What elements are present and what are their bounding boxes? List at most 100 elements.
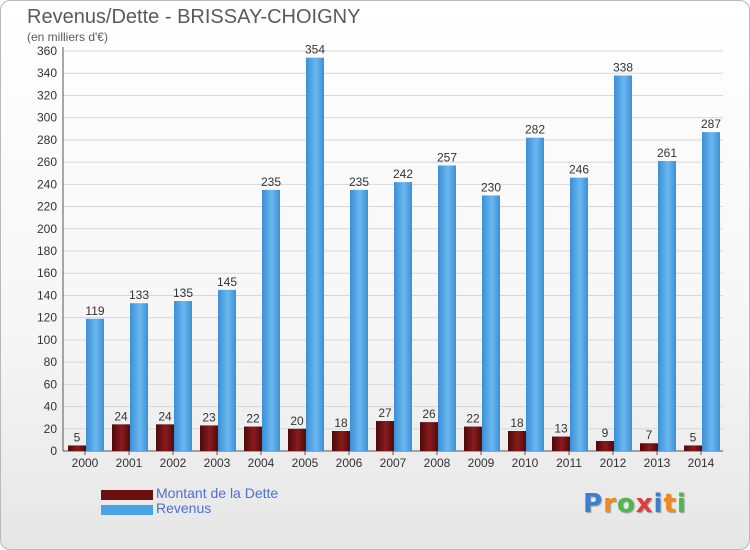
data-label-revenue-2009: 230 (481, 180, 501, 194)
logo-letter: P (583, 489, 604, 519)
bar-debt-2014 (684, 445, 702, 451)
bar-debt-2006 (332, 431, 350, 451)
bar-revenue-2012 (614, 75, 632, 451)
bar-debt-2003 (200, 425, 218, 451)
data-label-debt-2006: 18 (334, 416, 348, 430)
legend-label-debt: Montant de la Dette (156, 485, 279, 501)
data-label-debt-2012: 9 (602, 426, 609, 440)
logo-letter: i (653, 489, 664, 519)
y-tick-label: 360 (37, 44, 57, 58)
bar-revenue-2000 (86, 318, 104, 451)
y-tick-label: 80 (44, 355, 58, 369)
x-tick-label: 2009 (468, 456, 495, 470)
data-label-revenue-2010: 282 (525, 123, 545, 137)
x-tick-label: 2003 (204, 456, 231, 470)
bar-revenue-2014 (702, 132, 720, 451)
data-label-debt-2002: 24 (158, 409, 172, 423)
bar-debt-2005 (288, 428, 306, 451)
y-tick-label: 240 (37, 177, 57, 191)
data-label-revenue-2005: 354 (305, 43, 325, 57)
x-tick-label: 2004 (248, 456, 275, 470)
x-tick-label: 2006 (336, 456, 363, 470)
data-label-debt-2014: 5 (690, 430, 697, 444)
x-tick-label: 2000 (72, 456, 99, 470)
bar-revenue-2009 (482, 195, 500, 451)
data-label-debt-2007: 27 (378, 406, 392, 420)
x-tick-label: 2013 (644, 456, 671, 470)
data-label-debt-2013: 7 (646, 428, 653, 442)
bar-revenue-2010 (526, 137, 544, 451)
legend-swatch-debt (101, 490, 153, 500)
data-label-revenue-2008: 257 (437, 150, 457, 164)
data-label-debt-2008: 26 (422, 407, 436, 421)
y-tick-label: 0 (50, 444, 57, 458)
bar-debt-2000 (68, 445, 86, 451)
y-tick-label: 40 (44, 400, 58, 414)
bar-debt-2012 (596, 441, 614, 451)
data-label-revenue-2000: 119 (85, 304, 104, 318)
bar-revenue-2007 (394, 182, 412, 451)
x-tick-label: 2011 (556, 456, 582, 470)
bar-revenue-2008 (438, 165, 456, 451)
data-label-debt-2010: 18 (510, 416, 524, 430)
proxiti-logo: Proxiti (583, 489, 687, 519)
logo-letter: o (616, 489, 636, 519)
y-tick-label: 220 (37, 200, 57, 214)
data-label-revenue-2011: 246 (569, 163, 589, 177)
legend-label-revenue: Revenus (156, 500, 212, 516)
y-tick-label: 320 (37, 88, 57, 102)
legend-swatch-revenue (101, 505, 153, 515)
data-label-revenue-2014: 287 (701, 117, 721, 131)
y-tick-label: 100 (37, 333, 57, 347)
data-label-debt-2011: 13 (554, 422, 568, 436)
bar-revenue-2001 (130, 303, 148, 451)
x-tick-label: 2002 (160, 456, 187, 470)
bar-debt-2007 (376, 421, 394, 451)
x-tick-label: 2010 (512, 456, 539, 470)
logo-letter: r (603, 489, 617, 519)
data-label-revenue-2002: 135 (173, 286, 193, 300)
logo-letter: x (635, 489, 654, 519)
chart-subtitle: (en milliers d'€) (27, 30, 108, 44)
data-label-debt-2001: 24 (114, 409, 128, 423)
bar-debt-2008 (420, 422, 438, 451)
bar-revenue-2013 (658, 161, 676, 451)
data-label-revenue-2013: 261 (657, 146, 677, 160)
bar-debt-2011 (552, 436, 570, 451)
bar-debt-2004 (244, 426, 262, 451)
bar-revenue-2006 (350, 189, 368, 451)
bar-debt-2001 (112, 424, 130, 451)
bar-revenue-2005 (306, 57, 324, 452)
data-label-debt-2004: 22 (246, 412, 260, 426)
y-tick-label: 60 (44, 377, 58, 391)
data-label-revenue-2001: 133 (129, 288, 149, 302)
y-tick-label: 180 (37, 244, 57, 258)
x-tick-label: 2007 (380, 456, 407, 470)
bar-revenue-2002 (174, 301, 192, 451)
x-tick-label: 2005 (292, 456, 319, 470)
x-tick-label: 2001 (116, 456, 143, 470)
data-label-revenue-2004: 235 (261, 175, 281, 189)
y-tick-label: 300 (37, 111, 57, 125)
x-tick-label: 2008 (424, 456, 451, 470)
data-label-debt-2005: 20 (290, 414, 304, 428)
bar-revenue-2004 (262, 189, 280, 451)
data-label-revenue-2012: 338 (613, 60, 633, 74)
chart-title: Revenus/Dette - BRISSAY-CHOIGNY (27, 6, 361, 28)
y-tick-label: 200 (37, 222, 57, 236)
y-tick-label: 160 (37, 266, 57, 280)
logo-letter: i (676, 489, 687, 519)
data-label-debt-2000: 5 (74, 430, 81, 444)
x-tick-label: 2012 (600, 456, 627, 470)
bar-debt-2002 (156, 424, 174, 451)
data-label-debt-2009: 22 (466, 412, 480, 426)
y-tick-label: 120 (37, 311, 57, 325)
y-tick-label: 280 (37, 133, 57, 147)
x-tick-label: 2014 (688, 456, 715, 470)
data-label-revenue-2007: 242 (393, 167, 413, 181)
bar-debt-2013 (640, 443, 658, 451)
bar-revenue-2003 (218, 289, 236, 451)
y-tick-label: 20 (44, 422, 58, 436)
data-label-debt-2003: 23 (202, 410, 216, 424)
